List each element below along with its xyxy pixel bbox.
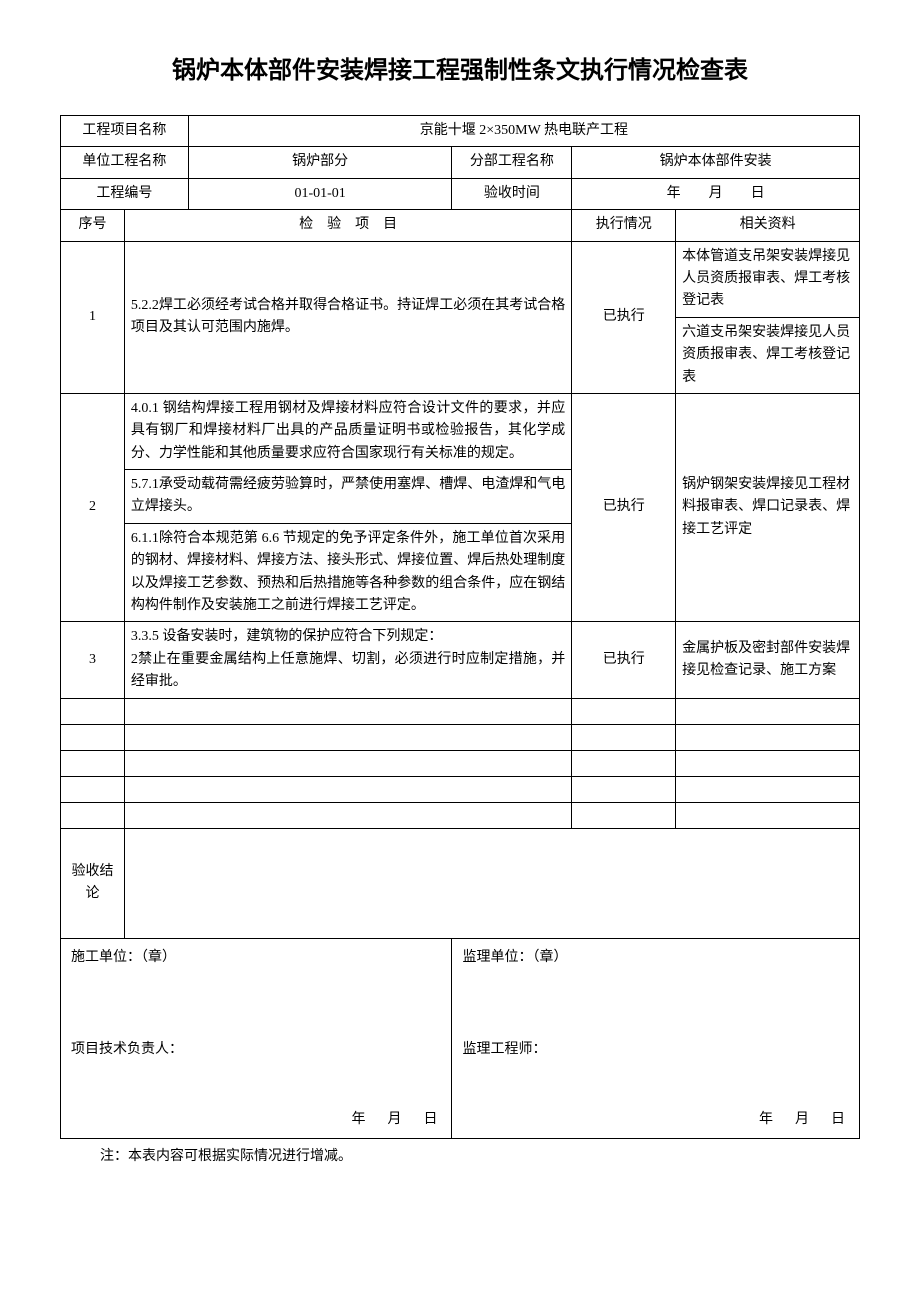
unit-label: 单位工程名称 [61, 147, 189, 178]
construction-signature: 施工单位：（章） 项目技术负责人： 年 月 日 [61, 938, 452, 1138]
inspection-2a: 4.0.1 钢结构焊接工程用钢材及焊接材料应符合设计文件的要求，并应具有钢厂和焊… [125, 394, 571, 470]
supervision-signature: 监理单位：（章） 监理工程师： 年 月 日 [452, 938, 860, 1138]
inspection-2b: 5.7.1承受动载荷需经疲劳验算时，严禁使用塞焊、槽焊、电渣焊和气电立焊接头。 [125, 470, 571, 524]
construction-person: 项目技术负责人： [71, 1039, 441, 1061]
seq-3: 3 [61, 622, 125, 698]
section-value: 锅炉本体部件安装 [572, 147, 860, 178]
empty-row [61, 776, 860, 802]
empty-row [61, 698, 860, 724]
related-2: 锅炉钢架安装焊接见工程材料报审表、焊口记录表、焊接工艺评定 [676, 393, 860, 622]
supervision-date: 年 月 日 [759, 1109, 849, 1131]
related-1a: 本体管道支吊架安装焊接见人员资质报审表、焊工考核登记表 [676, 242, 859, 318]
column-header-row: 序号 检 验 项 目 执行情况 相关资料 [61, 210, 860, 241]
project-value: 京能十堰 2×350MW 热电联产工程 [188, 116, 859, 147]
inspection-table: 工程项目名称 京能十堰 2×350MW 热电联产工程 单位工程名称 锅炉部分 分… [60, 115, 860, 1139]
col-status: 执行情况 [572, 210, 676, 241]
inspection-2c: 6.1.1除符合本规范第 6.6 节规定的免予评定条件外，施工单位首次采用的钢材… [125, 524, 571, 622]
code-label: 工程编号 [61, 178, 189, 209]
header-row-unit: 单位工程名称 锅炉部分 分部工程名称 锅炉本体部件安装 [61, 147, 860, 178]
header-row-code: 工程编号 01-01-01 验收时间 年 月 日 [61, 178, 860, 209]
construction-unit: 施工单位：（章） [71, 947, 441, 969]
construction-date: 年 月 日 [351, 1109, 441, 1131]
supervision-person: 监理工程师： [462, 1039, 849, 1061]
empty-row [61, 802, 860, 828]
inspection-2: 4.0.1 钢结构焊接工程用钢材及焊接材料应符合设计文件的要求，并应具有钢厂和焊… [124, 393, 571, 622]
related-3: 金属护板及密封部件安装焊接见检查记录、施工方案 [676, 622, 860, 698]
status-3: 已执行 [572, 622, 676, 698]
inspection-1: 5.2.2焊工必须经考试合格并取得合格证书。持证焊工必须在其考试合格项目及其认可… [124, 241, 571, 393]
accept-time-value: 年 月 日 [572, 178, 860, 209]
related-1b: 六道支吊架安装焊接见人员资质报审表、焊工考核登记表 [676, 318, 859, 393]
signature-row: 施工单位：（章） 项目技术负责人： 年 月 日 监理单位：（章） 监理工程师： … [61, 938, 860, 1138]
project-label: 工程项目名称 [61, 116, 189, 147]
col-related: 相关资料 [676, 210, 860, 241]
conclusion-value [124, 828, 859, 938]
status-2: 已执行 [572, 393, 676, 622]
inspection-3: 3.3.5 设备安装时，建筑物的保护应符合下列规定： 2禁止在重要金属结构上任意… [124, 622, 571, 698]
data-row-3: 3 3.3.5 设备安装时，建筑物的保护应符合下列规定： 2禁止在重要金属结构上… [61, 622, 860, 698]
col-inspection: 检 验 项 目 [124, 210, 571, 241]
page-title: 锅炉本体部件安装焊接工程强制性条文执行情况检查表 [60, 50, 860, 85]
unit-value: 锅炉部分 [188, 147, 452, 178]
empty-row [61, 724, 860, 750]
data-row-1: 1 5.2.2焊工必须经考试合格并取得合格证书。持证焊工必须在其考试合格项目及其… [61, 241, 860, 393]
header-row-project: 工程项目名称 京能十堰 2×350MW 热电联产工程 [61, 116, 860, 147]
empty-row [61, 750, 860, 776]
code-value: 01-01-01 [188, 178, 452, 209]
accept-time-label: 验收时间 [452, 178, 572, 209]
seq-1: 1 [61, 241, 125, 393]
data-row-2: 2 4.0.1 钢结构焊接工程用钢材及焊接材料应符合设计文件的要求，并应具有钢厂… [61, 393, 860, 622]
section-label: 分部工程名称 [452, 147, 572, 178]
related-1: 本体管道支吊架安装焊接见人员资质报审表、焊工考核登记表 六道支吊架安装焊接见人员… [676, 241, 860, 393]
conclusion-row: 验收结论 [61, 828, 860, 938]
status-1: 已执行 [572, 241, 676, 393]
conclusion-label: 验收结论 [61, 828, 125, 938]
supervision-unit: 监理单位：（章） [462, 947, 849, 969]
note: 注：本表内容可根据实际情况进行增减。 [60, 1145, 860, 1165]
col-seq: 序号 [61, 210, 125, 241]
seq-2: 2 [61, 393, 125, 622]
